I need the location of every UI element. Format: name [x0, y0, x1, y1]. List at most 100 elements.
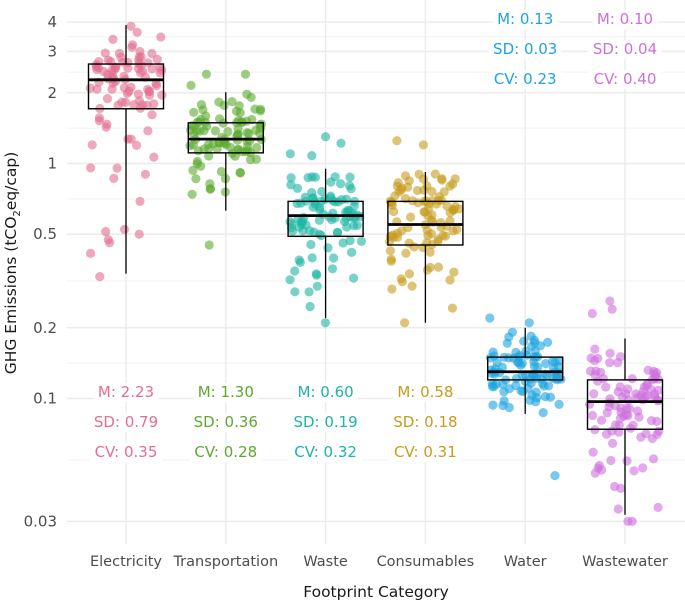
- data-point: [127, 42, 137, 52]
- data-point: [552, 372, 562, 382]
- data-point: [199, 144, 209, 154]
- data-point: [499, 387, 509, 397]
- data-point: [188, 165, 198, 175]
- data-point: [216, 166, 226, 177]
- y-tick-label: 2: [47, 84, 57, 102]
- data-point: [204, 151, 214, 161]
- data-point: [394, 187, 404, 197]
- data-point: [623, 411, 633, 421]
- data-point: [401, 248, 411, 258]
- data-point: [447, 303, 458, 313]
- data-point: [586, 353, 596, 363]
- data-point: [140, 169, 150, 179]
- data-point: [344, 206, 354, 216]
- data-point: [524, 318, 534, 328]
- stat-label-m: M: 0.58: [397, 383, 453, 401]
- data-point: [607, 304, 617, 314]
- data-point: [327, 264, 338, 274]
- data-point: [550, 357, 560, 367]
- stat-label-sd: SD: 0.03: [493, 40, 557, 58]
- data-point: [109, 173, 119, 183]
- y-axis-title-rest: eq/cap): [2, 152, 20, 211]
- data-point: [186, 80, 196, 90]
- data-point: [290, 266, 300, 276]
- stat-label-bg: [393, 383, 458, 402]
- data-point: [438, 230, 448, 240]
- data-point: [489, 382, 499, 392]
- stat-label-sd: SD: 0.19: [293, 413, 357, 431]
- stat-label-m: M: 0.10: [597, 10, 653, 28]
- data-point: [123, 57, 133, 67]
- data-point: [498, 379, 508, 389]
- data-point: [397, 277, 407, 287]
- data-point: [531, 387, 541, 397]
- y-tick-label: 0.03: [24, 512, 57, 530]
- data-point: [627, 516, 637, 527]
- data-point: [452, 224, 462, 235]
- data-point: [448, 205, 458, 215]
- data-point: [587, 308, 597, 319]
- data-point: [590, 344, 600, 354]
- data-point: [541, 359, 551, 369]
- data-point: [602, 429, 612, 439]
- data-point: [433, 262, 444, 272]
- stat-label-bg: [588, 40, 662, 59]
- y-tick-label: 4: [47, 13, 57, 31]
- data-point: [286, 180, 296, 190]
- data-point: [445, 275, 455, 285]
- data-point: [210, 126, 220, 136]
- data-point: [255, 104, 266, 114]
- data-point: [427, 186, 437, 197]
- data-point: [107, 65, 117, 75]
- data-point: [624, 395, 634, 405]
- data-point: [522, 350, 532, 360]
- data-point: [303, 173, 313, 183]
- data-point: [323, 243, 333, 253]
- data-point: [105, 238, 115, 248]
- data-point: [252, 143, 262, 153]
- data-point: [588, 410, 598, 421]
- data-point: [294, 255, 304, 265]
- data-point: [650, 373, 660, 384]
- stat-label-sd: SD: 0.04: [593, 40, 657, 58]
- x-axis-category-labels: Electricity Transportation Waste Consumable…: [90, 554, 668, 570]
- data-point: [92, 64, 102, 75]
- data-point: [149, 99, 159, 109]
- data-point: [152, 54, 162, 64]
- data-point: [507, 327, 517, 337]
- data-point: [397, 226, 407, 236]
- data-point: [349, 221, 359, 231]
- data-point: [593, 376, 603, 386]
- data-point: [312, 281, 322, 291]
- x-axis-title: Footprint Category: [303, 583, 449, 601]
- data-point: [638, 386, 648, 396]
- stat-label-bg: [193, 383, 258, 402]
- stat-label-bg: [488, 40, 562, 59]
- data-point: [430, 169, 440, 179]
- data-point: [605, 296, 615, 306]
- data-point: [192, 117, 202, 127]
- data-point: [422, 238, 432, 248]
- data-point: [336, 138, 346, 148]
- data-point: [518, 386, 528, 397]
- data-point: [305, 226, 315, 236]
- data-point: [622, 456, 632, 466]
- data-point: [290, 287, 300, 297]
- data-point: [615, 352, 626, 362]
- data-point: [191, 174, 201, 184]
- data-point: [543, 337, 553, 347]
- data-point: [387, 284, 397, 294]
- data-point: [234, 115, 244, 126]
- stat-labels: M: 2.23 SD: 0.79 CV: 0.35 M: 1.30 SD: 0.36 CV…: [89, 10, 662, 462]
- y-tick-label: 0.5: [33, 225, 57, 243]
- data-point: [533, 362, 543, 372]
- stat-label-bg: [89, 413, 163, 432]
- data-point: [605, 358, 615, 368]
- data-point: [147, 110, 157, 120]
- data-point: [485, 313, 495, 323]
- data-point: [511, 374, 521, 384]
- data-point: [349, 273, 359, 283]
- data-point: [345, 236, 355, 246]
- data-point: [629, 466, 639, 476]
- x-category-label: Waste: [303, 554, 348, 570]
